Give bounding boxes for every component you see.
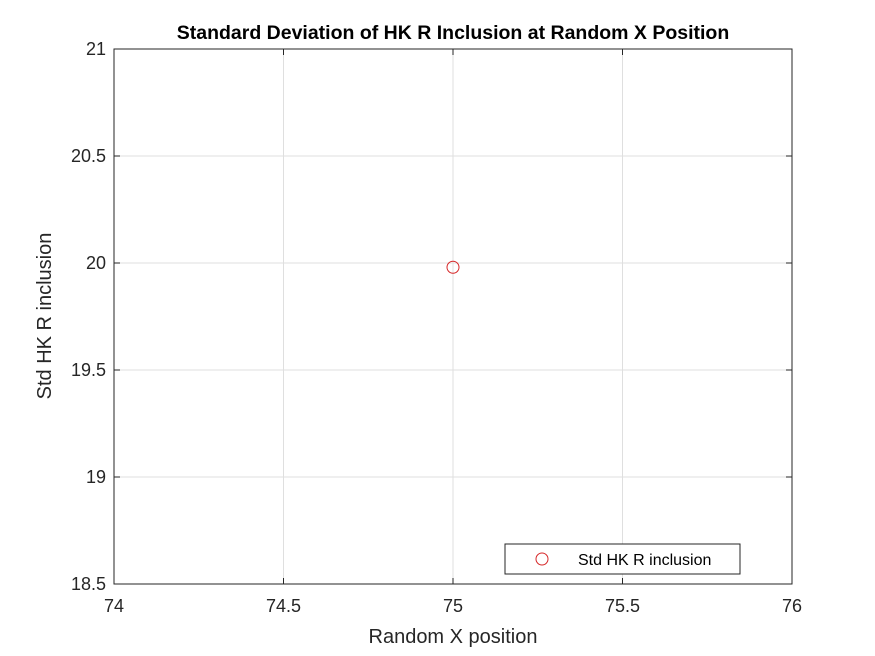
x-axis-label: Random X position (369, 626, 538, 648)
y-tick-label: 19 (86, 467, 106, 487)
legend-entry-std-hk-r-inclusion: Std HK R inclusion (578, 552, 711, 569)
y-tick-label: 20.5 (71, 146, 106, 166)
legend-marker-std-hk-r-inclusion (535, 552, 549, 566)
chart-title: Standard Deviation of HK R Inclusion at … (177, 22, 730, 44)
y-tick-label: 21 (86, 39, 106, 59)
axis-ticks (113, 48, 793, 585)
y-tick-label: 18.5 (71, 574, 106, 594)
legend-box (504, 543, 741, 575)
y-tick-label: 19.5 (71, 360, 106, 380)
x-tick-label: 74 (104, 596, 124, 616)
x-tick-labels: 74 74.5 75 75.5 76 (104, 596, 802, 616)
data-points (446, 260, 460, 274)
legend: Std HK R inclusion (504, 543, 741, 575)
x-tick-label: 74.5 (266, 596, 301, 616)
x-tick-label: 76 (782, 596, 802, 616)
x-tick-label: 75.5 (605, 596, 640, 616)
y-tick-labels: 18.5 19 19.5 20 20.5 21 (71, 39, 106, 594)
y-tick-label: 20 (86, 253, 106, 273)
x-tick-label: 75 (443, 596, 463, 616)
grid-lines (114, 49, 792, 584)
data-point (446, 260, 460, 274)
y-axis-label: Std HK R inclusion (34, 233, 56, 400)
